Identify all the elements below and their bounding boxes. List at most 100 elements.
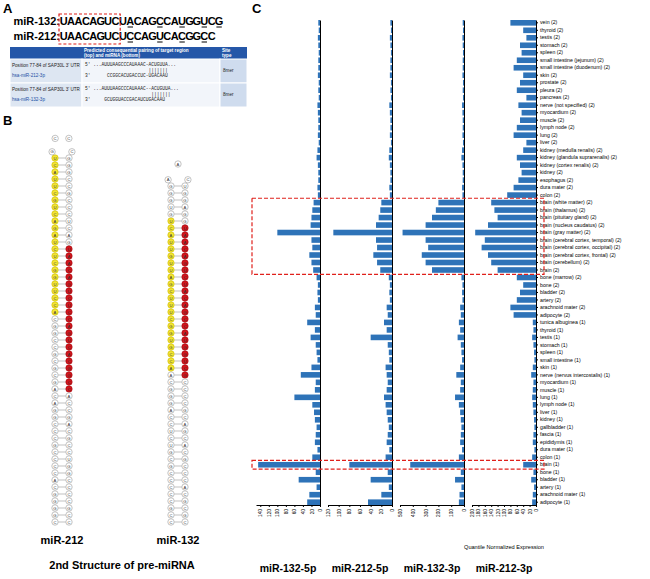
tick: arachnoid mater (1) xyxy=(536,491,586,497)
category-label: colon (1) xyxy=(540,454,560,460)
nucleotide-letter: A xyxy=(184,233,187,238)
nucleotide-letter: A xyxy=(184,303,187,308)
nucleotide-letter: C xyxy=(53,345,56,350)
tick: bladder (1) xyxy=(536,476,565,482)
base-pair xyxy=(174,249,182,250)
bar xyxy=(312,454,320,460)
base-pair xyxy=(58,193,66,194)
tick-mark xyxy=(536,412,538,413)
bar xyxy=(462,185,464,191)
tick-mark xyxy=(536,262,538,263)
bar xyxy=(318,87,320,93)
base-pair xyxy=(58,424,66,425)
tick-mark xyxy=(269,505,270,507)
axis-line xyxy=(392,21,393,506)
bar xyxy=(461,155,464,161)
tick-mark xyxy=(536,187,538,188)
nucleotide-letter: A xyxy=(177,162,180,167)
nucleotide-letter: G xyxy=(183,212,186,217)
tick: 140 xyxy=(258,505,263,517)
nucleotide xyxy=(168,323,174,329)
nucleotide-letter: C xyxy=(53,212,56,217)
bar xyxy=(318,125,320,131)
nucleotide xyxy=(52,519,58,525)
bar xyxy=(459,499,464,505)
base-pair xyxy=(58,179,66,180)
bar xyxy=(376,237,392,243)
nucleotide xyxy=(182,491,188,497)
nucleotide xyxy=(168,365,174,371)
bar xyxy=(533,387,536,393)
nucleotide xyxy=(66,400,72,406)
table-pairing: 5' ...AUUUAAGCCCAUAAAC-ACUGUUA... xyxy=(85,62,176,67)
bar-chart: 0100200300400500 xyxy=(398,20,467,517)
bar xyxy=(376,222,392,228)
tick: skin (2) xyxy=(536,72,557,78)
bar xyxy=(318,42,320,48)
nucleotide xyxy=(52,358,58,364)
bar xyxy=(390,132,392,138)
bar xyxy=(316,380,320,386)
tick-mark xyxy=(536,255,538,256)
nucleotide-letter: U xyxy=(169,261,172,266)
nucleotide-letter: C xyxy=(169,499,172,504)
base-pair xyxy=(58,263,66,264)
bar xyxy=(514,132,536,138)
nucleotide-letter: C xyxy=(183,296,186,301)
bar xyxy=(389,350,392,356)
nucleotide-letter: G xyxy=(183,191,186,196)
bar xyxy=(461,424,464,430)
bar xyxy=(462,110,464,116)
category-label: lung (2) xyxy=(540,132,558,138)
tick-mark xyxy=(536,367,538,368)
bar xyxy=(498,267,536,273)
base-pair xyxy=(58,375,66,376)
tick-label: 100 xyxy=(275,509,280,517)
base-pair xyxy=(174,319,182,320)
table-cell xyxy=(10,59,82,83)
category-label: thyroid (1) xyxy=(540,327,564,333)
nucleotide xyxy=(168,316,174,322)
nucleotide-letter: G xyxy=(169,184,172,189)
bar xyxy=(475,230,536,236)
bar xyxy=(319,50,320,56)
bar xyxy=(390,170,392,176)
category-label: skin (2) xyxy=(540,72,557,78)
tick-label: 120 xyxy=(267,509,272,517)
panel-b: CGGGGCACCCCGCCCGGACAGCGCGCCGGCACCUUGGCUC… xyxy=(41,135,200,571)
bar xyxy=(463,117,464,123)
nucleotide xyxy=(182,197,188,203)
bar xyxy=(460,327,464,333)
nucleotide-letter: C xyxy=(53,163,56,168)
nucleotide-letter: G xyxy=(53,275,56,280)
nucleotide-letter: G xyxy=(53,226,56,231)
bar xyxy=(317,155,320,161)
bar xyxy=(386,365,392,371)
bar xyxy=(514,65,536,71)
tick: bone (marrow) (2) xyxy=(536,274,582,280)
nucleotide xyxy=(182,519,188,525)
nucleotide-letter: G xyxy=(169,324,172,329)
nucleotide-letter: A xyxy=(54,170,57,175)
table-pairing: 3' GCUGGUACCGACAUCUGACAAU xyxy=(85,97,165,102)
tick: 0 xyxy=(534,505,539,512)
tick: fascia (1) xyxy=(536,431,562,437)
nucleotide-letter: G xyxy=(53,380,56,385)
base-pair xyxy=(174,326,182,327)
tick-label: 0 xyxy=(390,509,395,512)
nucleotide-letter: G xyxy=(53,506,56,511)
nucleotide-letter: A xyxy=(54,310,57,315)
base-pair xyxy=(58,396,66,397)
tick-mark xyxy=(413,505,414,507)
bar xyxy=(313,267,320,273)
bar xyxy=(386,402,392,408)
tick: adipocyte (1) xyxy=(536,499,570,505)
tick: thyroid (2) xyxy=(536,27,564,33)
bar xyxy=(307,320,320,326)
nucleotide-letter: G xyxy=(183,261,186,266)
tick-mark xyxy=(536,404,538,405)
base-pair xyxy=(58,431,66,432)
category-label: artery (2) xyxy=(540,297,561,303)
tick-mark xyxy=(536,352,538,353)
bar xyxy=(455,477,464,483)
